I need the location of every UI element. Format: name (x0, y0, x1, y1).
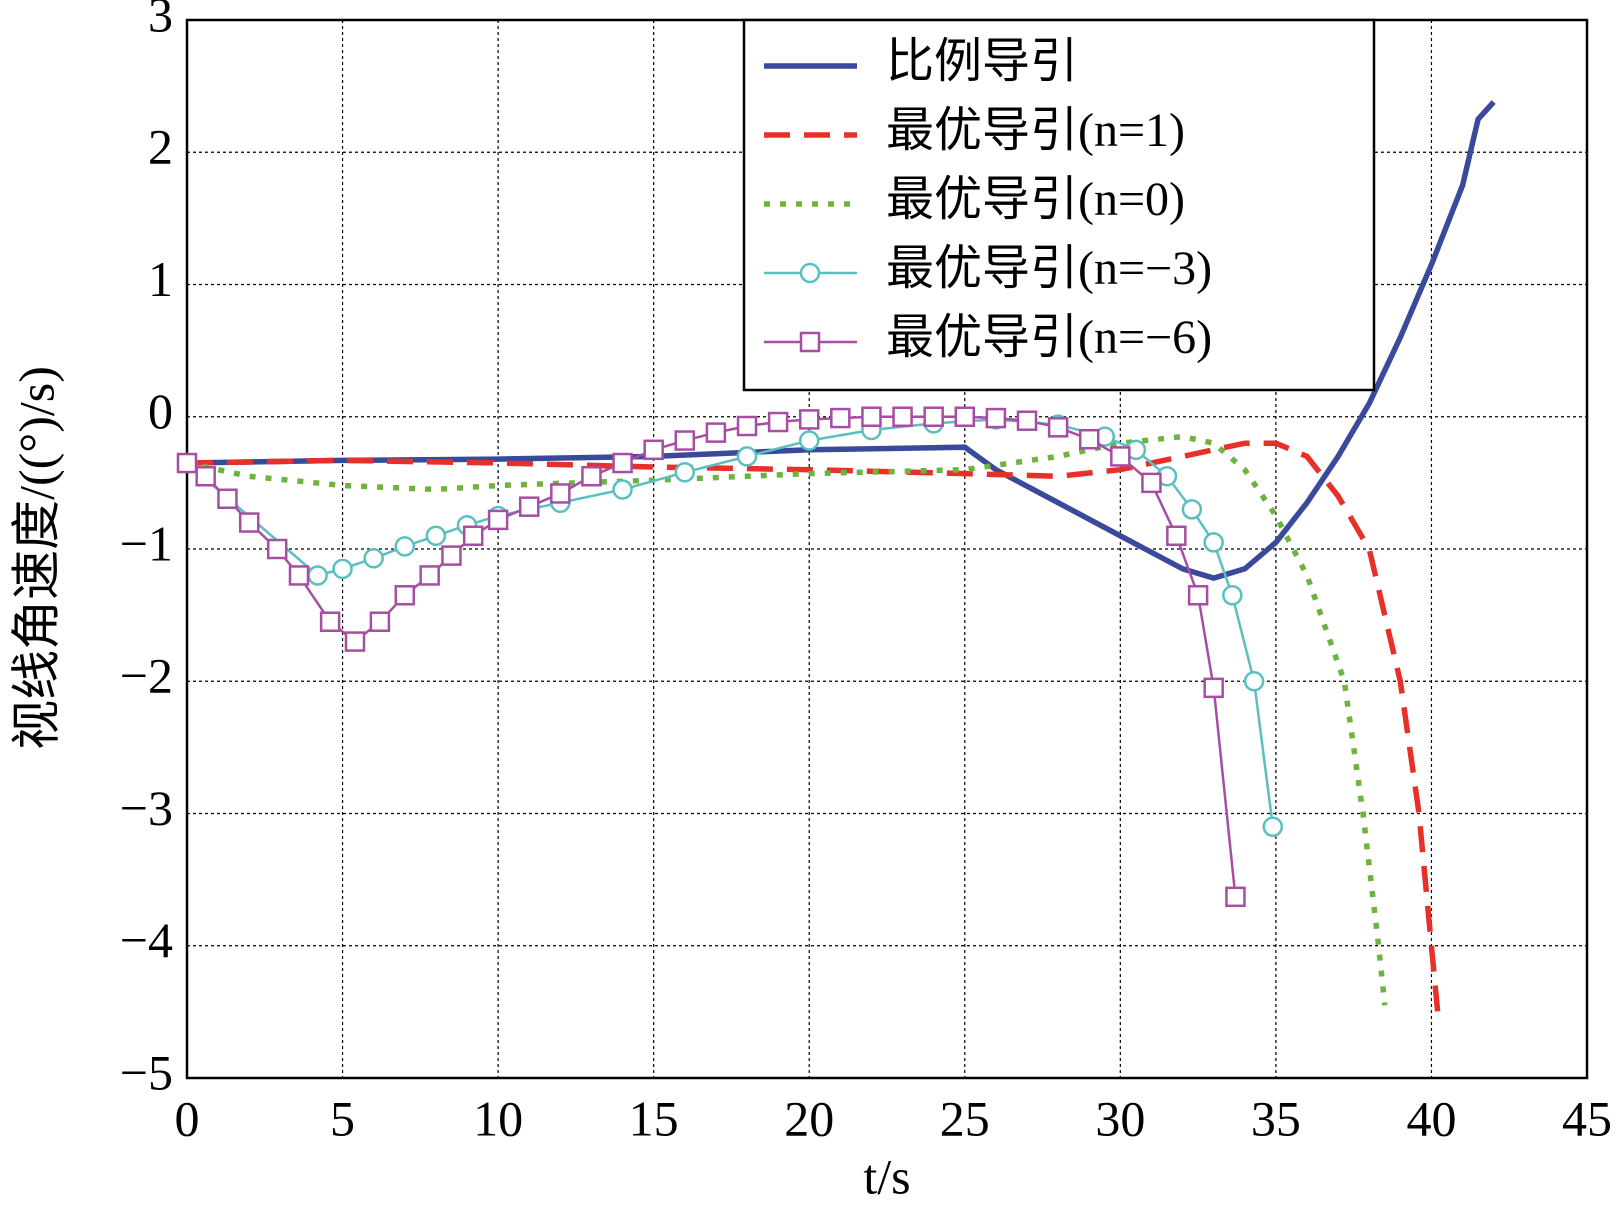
point-marker (441, 545, 462, 566)
point-marker (1181, 499, 1203, 520)
point-marker (195, 466, 216, 487)
series-line (186, 100, 1496, 581)
y-tick-label: −4 (120, 912, 173, 968)
point-marker (643, 439, 664, 461)
y-axis-label: 视线角速度/((°)/s) (8, 366, 64, 750)
point-marker (1078, 428, 1100, 450)
y-tick-label: 2 (148, 119, 173, 175)
point-marker (462, 525, 484, 547)
point-marker (830, 407, 851, 429)
y-tick-label: 1 (148, 251, 173, 307)
y-tick-label: 3 (148, 0, 173, 42)
point-marker (307, 565, 328, 586)
y-tick-label: −2 (120, 648, 173, 704)
point-marker (217, 488, 238, 509)
x-tick-label: 25 (940, 1090, 990, 1146)
legend-label: 最优导引(n=−6) (886, 311, 1212, 364)
point-marker (612, 479, 633, 500)
point-marker (1047, 417, 1069, 438)
point-marker (1243, 671, 1265, 692)
legend-label: 最优导引(n=0) (886, 173, 1185, 226)
legend-label: 最优导引(n=−3) (886, 242, 1212, 295)
x-tick-label: 40 (1406, 1090, 1456, 1146)
point-marker (1016, 410, 1038, 431)
y-tick-label: −5 (120, 1044, 173, 1100)
point-marker (394, 536, 416, 557)
point-marker (238, 512, 260, 533)
point-marker (1166, 525, 1187, 547)
point-marker (736, 446, 758, 467)
x-tick-label: 10 (473, 1090, 523, 1146)
y-tick-label: 0 (148, 383, 173, 439)
point-marker (363, 548, 384, 569)
point-marker (1203, 677, 1224, 699)
point-marker (985, 407, 1007, 429)
point-marker (705, 422, 727, 443)
point-marker (319, 611, 341, 632)
point-marker (892, 406, 913, 427)
point-marker (332, 558, 353, 580)
point-marker (798, 409, 820, 430)
point-marker (736, 415, 758, 437)
x-tick-label: 5 (330, 1090, 355, 1146)
point-marker (1110, 446, 1131, 467)
point-marker (674, 430, 696, 451)
series-line (186, 440, 1441, 1013)
point-marker (674, 462, 696, 483)
point-marker (798, 430, 820, 451)
point-marker (1262, 816, 1284, 837)
point-marker (767, 411, 789, 433)
point-marker (1141, 472, 1162, 494)
legend-label: 比例导引 (886, 35, 1078, 88)
point-marker (419, 565, 440, 586)
x-tick-label: 0 (175, 1090, 200, 1146)
legend-label: 最优导引(n=1) (886, 104, 1185, 157)
point-marker (799, 262, 821, 284)
point-marker (288, 565, 310, 586)
point-marker (550, 483, 571, 504)
x-tick-label: 20 (784, 1090, 834, 1146)
point-marker (923, 406, 944, 427)
point-marker (394, 585, 416, 606)
x-tick-label: 35 (1251, 1090, 1301, 1146)
point-marker (1222, 585, 1243, 606)
point-marker (369, 611, 391, 632)
y-tick-label: −1 (120, 515, 173, 571)
series-line (186, 415, 1237, 897)
y-tick-label: −3 (120, 780, 173, 836)
series-line (186, 433, 1388, 1006)
point-marker (344, 631, 366, 652)
x-tick-label: 45 (1562, 1090, 1612, 1146)
point-marker (1187, 585, 1209, 606)
point-marker (581, 466, 602, 487)
point-marker (612, 452, 633, 474)
point-marker (266, 538, 288, 560)
x-axis-label: t/s (863, 1148, 910, 1204)
point-marker (487, 509, 509, 531)
series-line (186, 418, 1275, 827)
point-marker (1225, 886, 1246, 908)
point-marker (518, 496, 540, 517)
point-marker (1203, 532, 1224, 553)
x-tick-label: 15 (629, 1090, 679, 1146)
point-marker (425, 525, 447, 547)
point-marker (954, 406, 976, 427)
x-tick-label: 30 (1095, 1090, 1145, 1146)
point-marker (799, 331, 821, 353)
point-marker (176, 452, 198, 474)
point-marker (861, 406, 882, 427)
